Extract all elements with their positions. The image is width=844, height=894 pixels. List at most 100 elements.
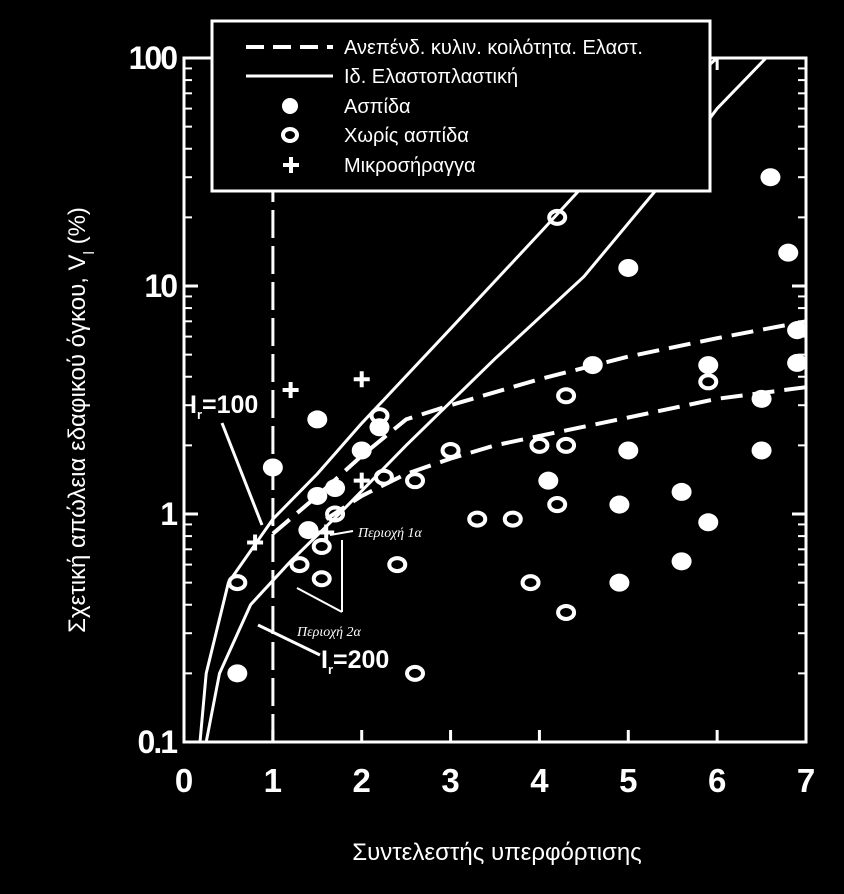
point-no-shield xyxy=(556,603,577,621)
annotation-ir100-tail: =100 xyxy=(202,391,258,419)
x-tick-label: 2 xyxy=(353,762,371,799)
point-no-shield xyxy=(387,556,408,574)
point-no-shield xyxy=(547,208,568,226)
x-tick-label: 6 xyxy=(708,762,726,799)
point-shield xyxy=(582,356,603,375)
point-no-shield xyxy=(547,496,568,514)
annotation-region1: Περιοχή 1α xyxy=(357,526,423,541)
legend-item-plus: Μικροσήραγγα xyxy=(283,155,476,177)
point-shield xyxy=(262,458,283,477)
point-no-shield xyxy=(227,574,248,592)
point-no-shield xyxy=(289,556,310,574)
annotation-ir200-tail: =200 xyxy=(333,646,389,674)
y-tick-label: 0.1 xyxy=(138,724,178,760)
point-shield xyxy=(671,552,692,571)
x-tick-label: 4 xyxy=(530,762,549,799)
annotation-ir200: Ir=200 xyxy=(321,646,389,677)
point-no-shield xyxy=(529,436,550,454)
point-no-shield xyxy=(311,538,332,556)
point-shield xyxy=(609,573,630,592)
annotation-region2: Περιοχή 2α xyxy=(296,625,362,640)
point-shield xyxy=(787,321,808,340)
point-shield xyxy=(351,441,372,460)
point-microtunnel xyxy=(318,524,335,541)
point-shield xyxy=(751,441,772,460)
legend-label-open: Χωρίς ασπίδα xyxy=(344,125,469,147)
legend: Ανεπένδ. κυλιν. κοιλότητα. Ελαστ. Ιδ. Ελ… xyxy=(210,19,712,193)
legend-label-solid: Ιδ. Ελαστοπλαστική xyxy=(344,66,518,88)
point-shield xyxy=(618,441,639,460)
legend-symbol-open xyxy=(281,127,299,143)
point-no-shield xyxy=(520,574,541,592)
legend-item-open: Χωρίς ασπίδα xyxy=(281,125,469,147)
point-no-shield xyxy=(440,441,461,459)
y-axis-title-suffix: (%) xyxy=(64,207,91,251)
legend-item-dashed: Ανεπένδ. κυλιν. κοιλότητα. Ελαστ. xyxy=(246,37,643,59)
annotation-ir100-main: I xyxy=(190,391,197,419)
point-shield xyxy=(751,389,772,408)
point-no-shield xyxy=(698,373,719,391)
point-microtunnel xyxy=(353,371,370,388)
point-no-shield xyxy=(405,664,426,682)
point-microtunnel xyxy=(282,381,299,398)
annotations: Ir=100 Ir=200 Περιοχή 1α Περιοχή 2α xyxy=(190,391,446,677)
point-shield xyxy=(307,410,328,429)
point-no-shield xyxy=(556,387,577,405)
leader-region2-b xyxy=(296,587,343,613)
x-tick-label: 3 xyxy=(441,762,459,799)
points xyxy=(227,168,808,683)
point-no-shield xyxy=(369,407,390,425)
annotation-ir200-main: I xyxy=(321,646,328,674)
point-no-shield xyxy=(325,505,346,523)
legend-item-solid: Ιδ. Ελαστοπλαστική xyxy=(246,66,518,88)
x-tick-label: 7 xyxy=(797,762,815,799)
leader-ir200 xyxy=(257,623,321,657)
y-tick-label: 100 xyxy=(129,40,178,76)
y-ticks: 0.1 1 10 100 xyxy=(129,40,806,760)
point-no-shield xyxy=(405,472,426,490)
point-no-shield xyxy=(556,436,577,454)
point-shield xyxy=(698,356,719,375)
point-shield xyxy=(298,521,319,540)
y-axis-title-main: Σχετική απώλεια εδαφικού όγκου, V xyxy=(64,254,91,632)
legend-label-filled: Ασπίδα xyxy=(344,96,411,118)
point-shield xyxy=(787,353,808,372)
legend-item-filled: Ασπίδα xyxy=(282,96,411,118)
point-shield xyxy=(325,479,346,498)
point-no-shield xyxy=(373,468,394,486)
x-tick-label: 0 xyxy=(175,762,193,799)
legend-symbol-filled xyxy=(282,98,298,114)
point-no-shield xyxy=(467,510,488,528)
y-axis-title-sub: l xyxy=(81,251,98,254)
point-shield xyxy=(698,513,719,532)
point-shield xyxy=(538,471,559,490)
annotation-ir100: Ir=100 xyxy=(190,391,258,422)
annotation-region1-box xyxy=(354,521,446,543)
point-shield xyxy=(227,664,248,683)
annotation-ir100-sub: r xyxy=(197,407,202,422)
point-shield xyxy=(618,258,639,277)
x-tick-label: 1 xyxy=(264,762,282,799)
legend-label-dashed: Ανεπένδ. κυλιν. κοιλότητα. Ελαστ. xyxy=(344,37,643,59)
point-no-shield xyxy=(311,570,332,588)
curve-solid-1 xyxy=(204,56,806,743)
point-no-shield xyxy=(502,510,523,528)
point-shield xyxy=(307,486,328,505)
legend-label-plus: Μικροσήραγγα xyxy=(344,155,476,177)
leader-ir100 xyxy=(220,422,264,526)
x-tick-label: 5 xyxy=(619,762,637,799)
y-axis-title: Σχετική απώλεια εδαφικού όγκου, Vl (%) xyxy=(64,207,98,633)
point-shield xyxy=(609,495,630,514)
x-axis-title: Συντελεστής υπερφόρτισης xyxy=(352,839,642,866)
point-shield xyxy=(671,482,692,501)
point-shield xyxy=(778,243,799,262)
point-shield xyxy=(760,168,781,187)
point-microtunnel xyxy=(353,472,370,489)
y-tick-label: 1 xyxy=(160,496,177,532)
point-microtunnel xyxy=(247,534,264,551)
legend-symbol-plus xyxy=(283,157,299,173)
leader-region1 xyxy=(329,530,354,536)
y-tick-label: 10 xyxy=(144,268,177,304)
annotation-ir200-sub: r xyxy=(328,662,333,677)
